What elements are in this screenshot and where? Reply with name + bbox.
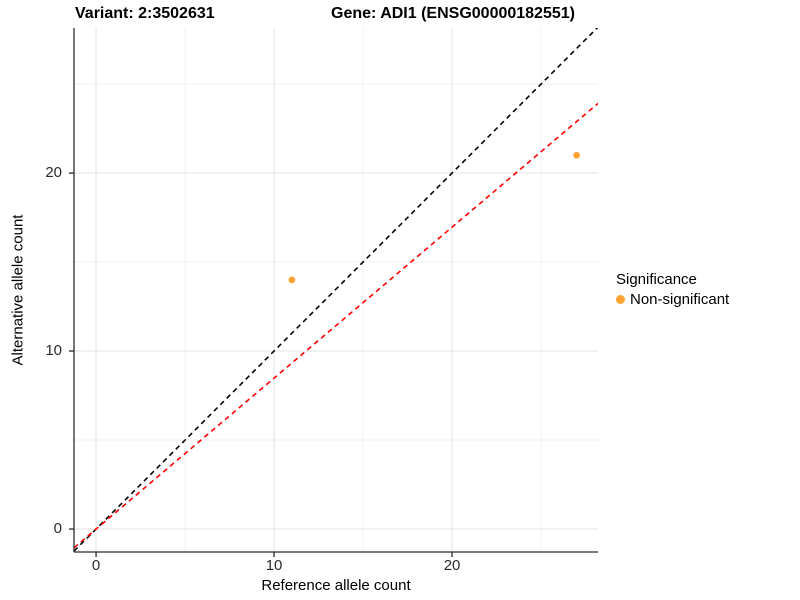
variant-title: Variant: 2:3502631 xyxy=(75,5,215,22)
y-tick-label: 10 xyxy=(45,342,62,360)
x-tick-label: 0 xyxy=(91,557,101,574)
gene-title: Gene: ADI1 (ENSG00000182551) xyxy=(331,5,575,22)
y-axis-title: Alternative allele count xyxy=(9,214,27,366)
legend-title: Significance xyxy=(616,271,697,288)
fit-line xyxy=(74,102,598,549)
data-point xyxy=(573,151,581,159)
y-tick-label: 0 xyxy=(53,520,62,538)
x-tick-label: 10 xyxy=(265,557,283,574)
x-tick-label: 20 xyxy=(443,557,461,574)
legend-item-non-significant: Non-significant xyxy=(616,291,729,308)
non-significant-dot-icon xyxy=(616,295,625,304)
legend-item-label: Non-significant xyxy=(630,291,730,308)
y-tick-label: 20 xyxy=(45,164,62,182)
data-point xyxy=(288,276,296,284)
x-axis-title: Reference allele count xyxy=(261,577,411,594)
identity-line xyxy=(74,28,598,552)
legend: Significance Non-significant xyxy=(616,271,729,308)
